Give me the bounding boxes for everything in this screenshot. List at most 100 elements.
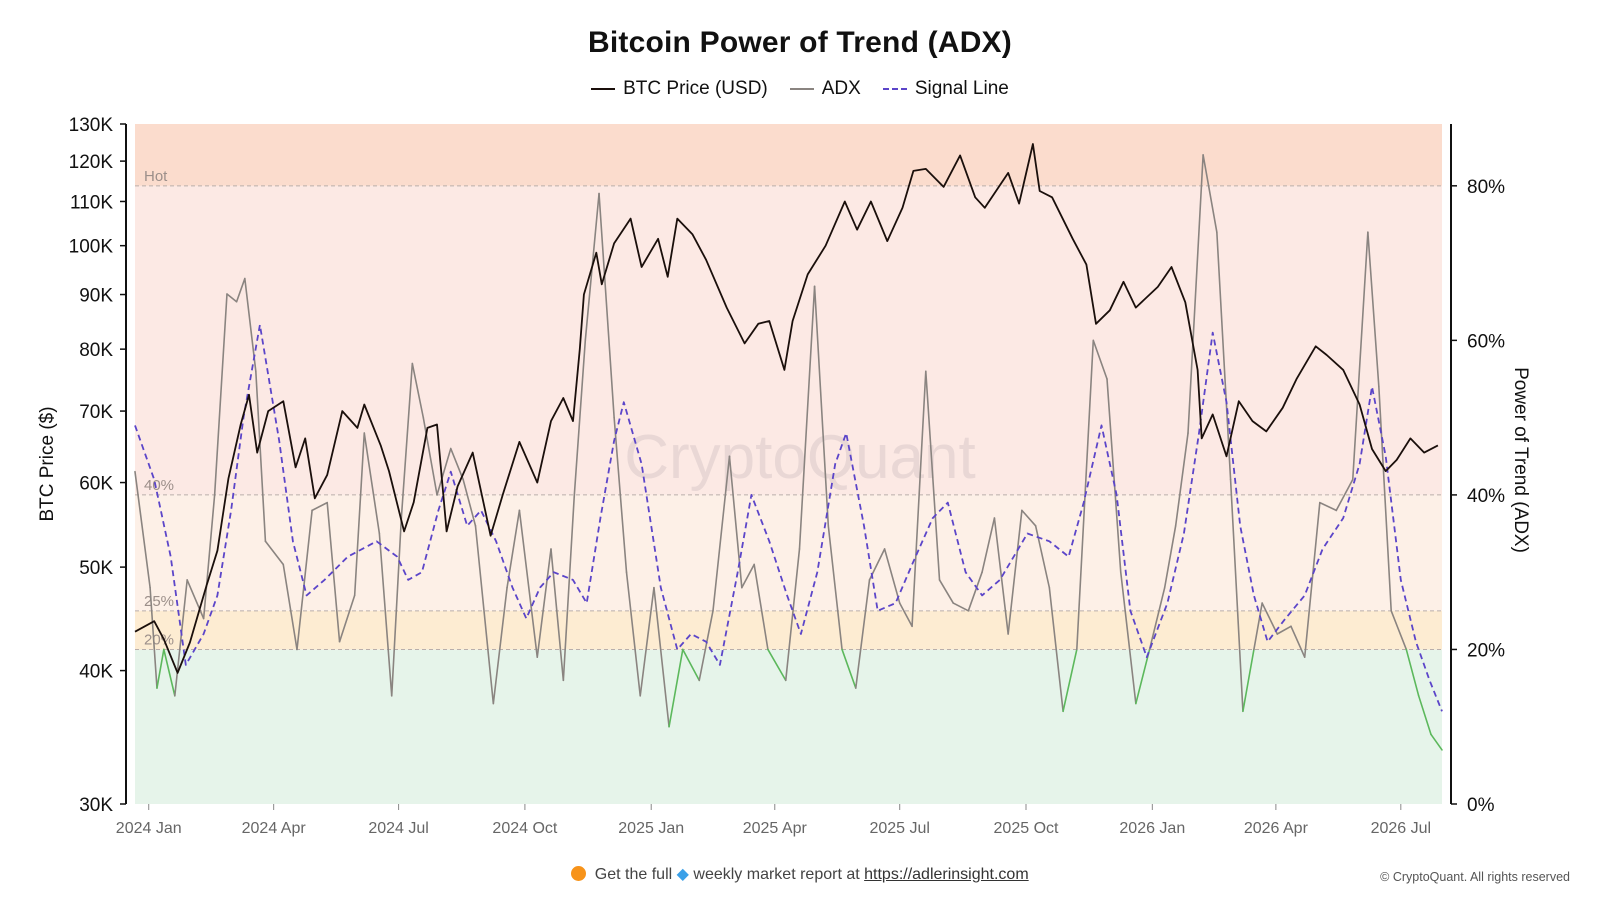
x-tick-label: 2024 Apr: [242, 820, 307, 837]
copyright: © CryptoQuant. All rights reserved: [1380, 870, 1570, 884]
adx-segment: [967, 571, 983, 612]
zone-band: [135, 610, 1442, 650]
adx-segment: [134, 470, 151, 589]
x-tick-label: 2024 Jul: [368, 820, 429, 837]
x-tick-label: 2024 Oct: [492, 820, 557, 837]
adx-segment: [668, 648, 684, 728]
adx-segment: [798, 285, 816, 550]
legend-label-signal: Signal Line: [914, 78, 1009, 99]
legend-item-signal[interactable]: Signal Line: [882, 78, 1009, 100]
left-tick-label: 70K: [79, 402, 113, 423]
adx-segment: [813, 285, 830, 527]
adx-segment: [311, 501, 329, 512]
adx-segment: [562, 494, 576, 682]
watermark: CryptoQuant: [624, 423, 976, 492]
legend-swatch-price: [591, 88, 616, 90]
adx-segment: [264, 540, 285, 566]
left-tick-label: 60K: [79, 474, 113, 495]
legend-label-price: BTC Price (USD): [623, 78, 768, 99]
adx-segment: [1092, 339, 1108, 380]
left-tick-label: 130K: [69, 115, 114, 136]
legend-item-price[interactable]: BTC Price (USD): [591, 78, 768, 100]
chart-title: Bitcoin Power of Trend (ADX): [588, 26, 1012, 59]
legend-swatch-adx: [789, 88, 814, 90]
adx-segment: [378, 532, 393, 697]
right-tick-label: 0%: [1467, 795, 1495, 816]
adx-segment: [613, 416, 628, 573]
footer-link[interactable]: https://adlerinsight.com: [864, 866, 1029, 883]
threshold-label: 25%: [144, 593, 174, 610]
adx-segment: [353, 432, 366, 597]
price-series: [134, 143, 1439, 674]
adx-segment: [1034, 525, 1051, 589]
left-tick-label: 110K: [70, 192, 113, 213]
adx-segment: [1174, 432, 1189, 527]
adx-segment: [981, 517, 996, 573]
adx-segment: [462, 478, 477, 527]
adx-segment: [827, 525, 843, 651]
adx-segment: [492, 586, 508, 705]
right-axis-label: Power of Trend (ADX): [1510, 367, 1531, 553]
adx-segment: [898, 602, 913, 628]
x-tick-label: 2026 Apr: [1244, 820, 1309, 837]
adx-segment: [784, 548, 801, 682]
adx-segment: [1351, 231, 1369, 481]
left-tick-label: 90K: [79, 286, 113, 307]
zone-band: [135, 124, 1442, 186]
adx-segment: [296, 509, 313, 651]
adx-segment: [1430, 733, 1443, 751]
adx-segment: [681, 648, 701, 682]
adx-segment: [924, 370, 941, 581]
adx-segment: [653, 586, 670, 728]
adx-segment: [226, 293, 238, 303]
legend-swatch-signal: [882, 88, 907, 90]
adx-segment: [1261, 602, 1279, 635]
adx-segment: [952, 602, 970, 612]
adx-segment: [854, 579, 871, 689]
right-tick-label: 80%: [1467, 177, 1505, 198]
adx-zones: [135, 124, 1442, 804]
adx-segment: [1405, 648, 1420, 697]
adx-segment: [1290, 625, 1306, 658]
adx-segment: [174, 579, 188, 697]
adx-segment: [536, 548, 552, 658]
orange-coin-icon: [571, 866, 587, 881]
threshold-label: 40%: [144, 477, 174, 494]
left-tick-label: 30K: [79, 795, 113, 816]
adx-segment: [338, 594, 356, 643]
adx-segment: [911, 370, 927, 628]
right-tick-label: 20%: [1467, 640, 1505, 661]
axes: 30K 40K 50K 60K 70K 80K 90K 100K 110K 120K 130K 0% 2…: [37, 115, 1531, 837]
adx-segment: [1106, 378, 1122, 573]
adx-segment: [235, 277, 246, 303]
adx-segment: [1163, 525, 1177, 589]
adx-segment: [390, 517, 403, 697]
adx-segment: [767, 648, 787, 682]
x-tick-label: 2025 Oct: [994, 820, 1059, 837]
adx-segment: [712, 455, 731, 612]
adx-segment: [1187, 154, 1204, 434]
legend-label-adx: ADX: [821, 78, 861, 99]
adx-segment: [573, 339, 587, 496]
left-tick-label: 40K: [79, 662, 113, 683]
adx-segment: [1276, 625, 1292, 635]
diamond-icon: ◆: [676, 866, 689, 883]
adx-segment: [156, 648, 165, 689]
adx-segment: [1202, 154, 1218, 233]
right-tick-label: 40%: [1467, 486, 1505, 507]
adx-segment: [1148, 586, 1166, 651]
adx-segment: [474, 525, 495, 705]
left-tick-label: 80K: [79, 340, 113, 361]
adx-segment: [186, 579, 205, 620]
left-tick-label: 50K: [79, 558, 113, 579]
adx-segment: [1021, 509, 1037, 527]
adx-segment: [1242, 648, 1255, 713]
legend-item-adx[interactable]: ADX: [789, 78, 861, 100]
adx-segment: [1390, 610, 1408, 651]
adx-segment: [255, 370, 267, 543]
adx-segment: [639, 586, 655, 697]
footer-text-after: weekly market report at: [693, 866, 860, 883]
adx-segment: [883, 548, 901, 604]
x-tick-label: 2024 Jan: [116, 820, 182, 837]
